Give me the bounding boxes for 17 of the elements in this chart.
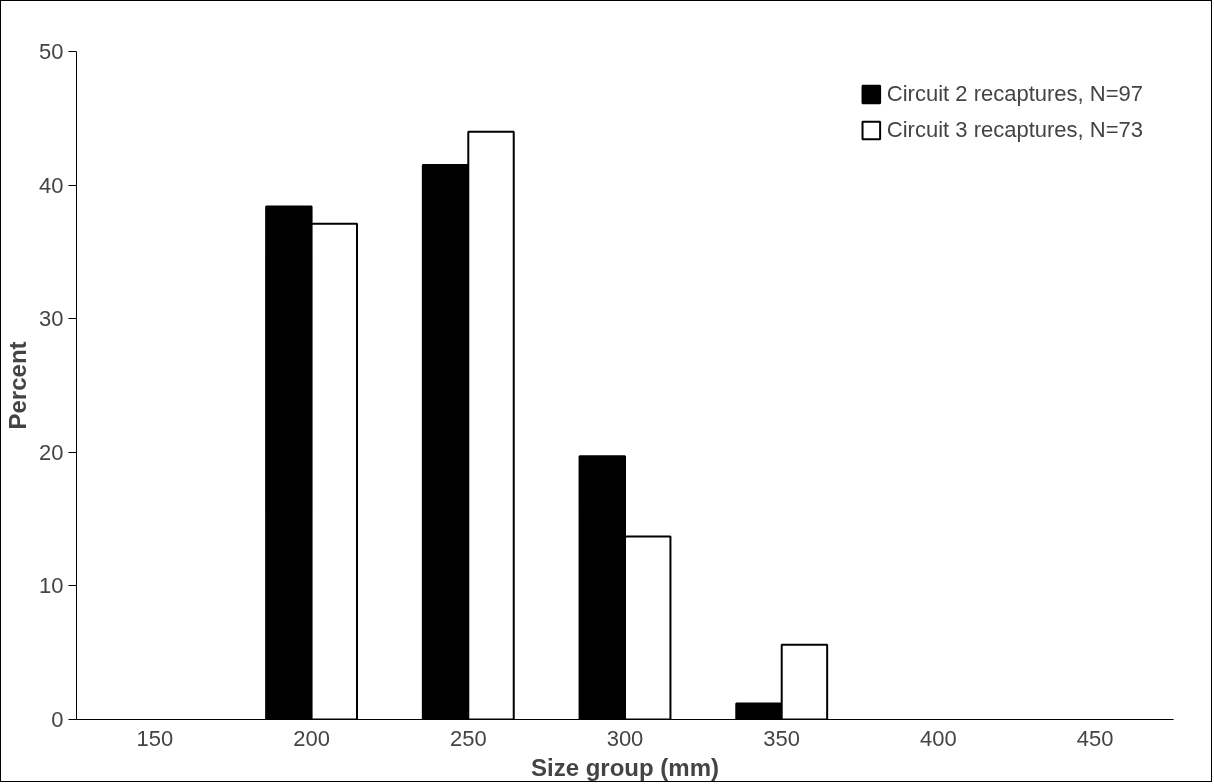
x-tick-label: 150: [136, 725, 174, 751]
y-tick-label: 50: [39, 39, 64, 64]
y-tick-label: 20: [39, 439, 64, 465]
y-tick-label: 10: [39, 573, 64, 599]
x-tick-label: 350: [763, 725, 801, 751]
legend-label: Circuit 2 recaptures, N=97: [886, 81, 1143, 107]
x-axis-title: Size group (mm): [531, 753, 720, 781]
y-axis-title: Percent: [4, 341, 32, 430]
x-tick-label: 250: [449, 725, 487, 751]
y-tick-label: 0: [51, 707, 64, 732]
x-tick-label: 300: [606, 725, 644, 751]
y-tick-label: 40: [39, 172, 64, 198]
legend-label: Circuit 3 recaptures, N=73: [886, 117, 1143, 143]
x-tick-label: 450: [1076, 725, 1114, 751]
y-tick-label: 30: [39, 306, 64, 332]
x-tick-label: 400: [920, 725, 957, 751]
x-tick-label: 200: [293, 725, 330, 751]
